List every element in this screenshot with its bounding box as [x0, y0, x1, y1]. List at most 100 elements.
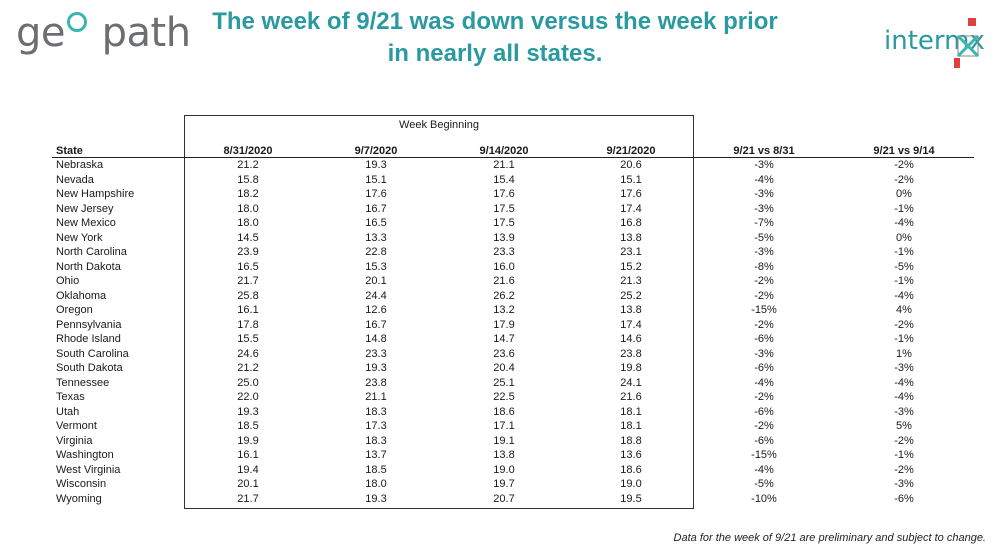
- value-cell: 25.2: [620, 289, 642, 302]
- value-cell: 18.0: [365, 478, 387, 490]
- intermx-mark-icon: [954, 18, 980, 68]
- value-cell: -5%: [754, 231, 774, 244]
- value-cell: -4%: [754, 463, 774, 476]
- value-cell: 21.7: [237, 492, 259, 505]
- value-cell: 21.1: [493, 159, 515, 171]
- value-cell: 18.6: [493, 405, 515, 418]
- table-row: Utah 19.3 18.3 18.6 18.1 -6% -3%: [52, 405, 974, 420]
- table-row: Ohio 21.7 20.1 21.6 21.3 -2% -1%: [52, 274, 974, 289]
- value-cell: 19.5: [620, 492, 642, 505]
- state-name-cell: New York: [56, 231, 103, 244]
- value-cell: 18.3: [365, 434, 387, 447]
- table-row: Virginia 19.9 18.3 19.1 18.8 -6% -2%: [52, 434, 974, 449]
- value-cell: 12.6: [365, 304, 387, 316]
- value-cell: 20.6: [620, 159, 642, 171]
- table-row: Wyoming 21.7 19.3 20.7 19.5 -10% -6%: [52, 492, 974, 507]
- table-row: South Carolina 24.6 23.3 23.6 23.8 -3% 1%: [52, 347, 974, 362]
- value-cell: 16.1: [237, 449, 259, 461]
- value-cell: -3%: [754, 347, 774, 360]
- table-row: South Dakota 21.2 19.3 20.4 19.8 -6% -3%: [52, 361, 974, 376]
- value-cell: -3%: [754, 188, 774, 200]
- value-cell: 19.4: [237, 463, 259, 476]
- value-cell: 14.8: [365, 333, 387, 345]
- value-cell: -2%: [754, 275, 774, 287]
- value-cell: -6%: [894, 492, 914, 505]
- value-cell: -7%: [754, 217, 774, 229]
- value-cell: 21.1: [365, 391, 387, 403]
- state-name-cell: Virginia: [56, 434, 93, 447]
- value-cell: 20.1: [365, 275, 387, 287]
- value-cell: 1%: [896, 347, 912, 360]
- state-name-cell: Tennessee: [56, 376, 110, 389]
- value-cell: 23.3: [493, 246, 515, 258]
- value-cell: 21.2: [237, 362, 259, 374]
- value-cell: -6%: [754, 333, 774, 345]
- value-cell: 21.2: [237, 159, 259, 171]
- value-cell: 23.8: [620, 347, 642, 360]
- value-cell: -3%: [894, 405, 914, 418]
- table-header-row: State 8/31/2020 9/7/2020 9/14/2020 9/21/…: [52, 144, 974, 158]
- table-row: New Hampshire 18.2 17.6 17.6 17.6 -3% 0%: [52, 187, 974, 202]
- value-cell: 13.8: [620, 231, 642, 244]
- week-group-label: Week Beginning: [399, 119, 479, 131]
- state-name-cell: New Jersey: [56, 202, 114, 215]
- value-cell: -2%: [894, 463, 914, 476]
- state-name-cell: Pennsylvania: [56, 318, 122, 331]
- value-cell: 14.7: [493, 333, 515, 345]
- value-cell: 14.5: [237, 231, 259, 244]
- table-row: Rhode Island 15.5 14.8 14.7 14.6 -6% -1%: [52, 332, 974, 347]
- value-cell: -2%: [894, 318, 914, 331]
- value-cell: -2%: [754, 289, 774, 302]
- state-name-cell: Washington: [56, 449, 114, 461]
- value-cell: 22.5: [493, 391, 515, 403]
- value-cell: -3%: [754, 246, 774, 258]
- state-table: State 8/31/2020 9/7/2020 9/14/2020 9/21/…: [52, 144, 974, 506]
- value-cell: 17.5: [493, 202, 515, 215]
- table-row: New Jersey 18.0 16.7 17.5 17.4 -3% -1%: [52, 202, 974, 217]
- table-row: Wisconsin 20.1 18.0 19.7 19.0 -5% -3%: [52, 477, 974, 492]
- state-name-cell: New Mexico: [56, 217, 116, 229]
- value-cell: 19.7: [493, 478, 515, 490]
- state-name-cell: South Dakota: [56, 362, 123, 374]
- table-row: Oregon 16.1 12.6 13.2 13.8 -15% 4%: [52, 303, 974, 318]
- value-cell: 21.3: [620, 275, 642, 287]
- value-cell: 0%: [896, 188, 912, 200]
- value-cell: 25.1: [493, 376, 515, 389]
- value-cell: -1%: [894, 246, 914, 258]
- table-row: Oklahoma 25.8 24.4 26.2 25.2 -2% -4%: [52, 289, 974, 304]
- value-cell: -4%: [894, 376, 914, 389]
- value-cell: 21.7: [237, 275, 259, 287]
- value-cell: 15.8: [237, 173, 259, 186]
- value-cell: 19.8: [620, 362, 642, 374]
- value-cell: 26.2: [493, 289, 515, 302]
- value-cell: -1%: [894, 449, 914, 461]
- value-cell: 22.0: [237, 391, 259, 403]
- footnote: Data for the week of 9/21 are preliminar…: [673, 532, 986, 544]
- state-name-cell: Wyoming: [56, 492, 102, 505]
- value-cell: 0%: [896, 231, 912, 244]
- state-name-cell: Wisconsin: [56, 478, 107, 490]
- value-cell: -1%: [894, 202, 914, 215]
- value-cell: -4%: [754, 376, 774, 389]
- value-cell: 13.2: [493, 304, 515, 316]
- value-cell: -3%: [894, 362, 914, 374]
- state-name-cell: Vermont: [56, 420, 97, 432]
- value-cell: 23.1: [620, 246, 642, 258]
- value-cell: 17.9: [493, 318, 515, 331]
- value-cell: 19.0: [620, 478, 642, 490]
- value-cell: 19.1: [493, 434, 515, 447]
- value-cell: 17.5: [493, 217, 515, 229]
- value-cell: 19.9: [237, 434, 259, 447]
- state-name-cell: South Carolina: [56, 347, 129, 360]
- value-cell: 24.4: [365, 289, 387, 302]
- value-cell: -4%: [754, 173, 774, 186]
- intermx-logo-text: intermx: [884, 26, 985, 56]
- state-name-cell: Oklahoma: [56, 289, 107, 302]
- value-cell: 17.8: [237, 318, 259, 331]
- value-cell: 21.6: [620, 391, 642, 403]
- state-name-cell: North Dakota: [56, 260, 121, 273]
- value-cell: 16.8: [620, 217, 642, 229]
- table-row: Nebraska 21.2 19.3 21.1 20.6 -3% -2%: [52, 158, 974, 173]
- value-cell: 13.9: [493, 231, 515, 244]
- week-group-box: [184, 115, 694, 509]
